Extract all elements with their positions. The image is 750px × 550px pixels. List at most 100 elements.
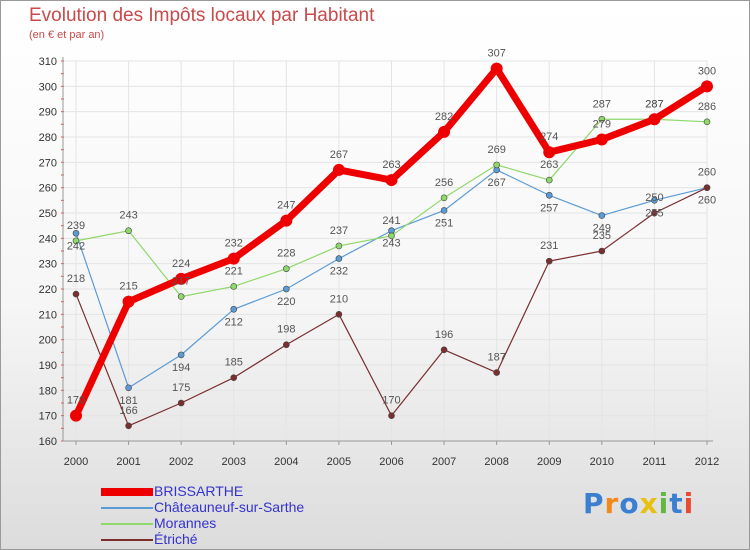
- x-tick-label: 2005: [327, 456, 351, 468]
- legend-swatch: [101, 539, 153, 541]
- x-tick-label: 2007: [432, 456, 456, 468]
- y-tick-label: 200: [39, 335, 57, 347]
- data-label: 237: [330, 225, 348, 237]
- data-label: 255: [645, 207, 663, 219]
- x-tick-label: 2000: [64, 456, 88, 468]
- data-label: 196: [435, 329, 453, 341]
- data-label: 235: [593, 230, 611, 242]
- legend-label: BRISSARTHE: [154, 483, 244, 499]
- data-point: [72, 290, 80, 298]
- data-point: [703, 118, 711, 126]
- y-tick-label: 180: [39, 385, 57, 397]
- data-label: 198: [277, 324, 295, 336]
- data-label: 287: [645, 98, 663, 110]
- data-point: [493, 369, 500, 376]
- data-point: [283, 285, 290, 293]
- data-label: 232: [330, 266, 348, 278]
- data-point: [230, 283, 238, 290]
- legend-swatch: [101, 488, 153, 496]
- data-label: 249: [593, 223, 611, 235]
- chart-title: Evolution des Impôts locaux par Habitant: [29, 5, 375, 26]
- y-tick-label: 260: [39, 183, 57, 195]
- data-point: [598, 115, 606, 123]
- data-label: 307: [487, 48, 505, 60]
- data-point: [651, 197, 658, 204]
- legend-label: Étriché: [154, 531, 198, 547]
- data-label: 194: [172, 362, 190, 374]
- x-tick-label: 2008: [484, 456, 508, 468]
- data-point: [598, 247, 606, 255]
- data-point: [701, 80, 713, 93]
- data-point: [440, 346, 448, 354]
- data-point: [72, 237, 80, 245]
- proxiti-logo: Proxiti: [583, 487, 694, 520]
- data-label: 242: [67, 240, 85, 252]
- data-point: [385, 174, 398, 187]
- data-label: 251: [435, 217, 453, 229]
- data-point: [490, 62, 503, 75]
- data-point: [122, 295, 135, 308]
- data-label: 257: [540, 202, 558, 214]
- y-tick-label: 290: [39, 107, 57, 119]
- logo-letter: P: [583, 487, 605, 520]
- data-label: 267: [487, 177, 505, 189]
- data-label: 187: [487, 352, 505, 364]
- data-point: [388, 412, 395, 419]
- data-label: 256: [435, 177, 453, 189]
- data-point: [175, 272, 188, 285]
- data-label: 175: [172, 382, 190, 394]
- data-point: [125, 384, 132, 392]
- data-point: [648, 113, 661, 126]
- data-point: [545, 176, 553, 184]
- y-tick-label: 280: [39, 132, 57, 144]
- data-label: 300: [698, 65, 716, 77]
- data-label: 218: [67, 273, 85, 285]
- data-label: 243: [382, 238, 400, 250]
- legend-swatch: [101, 507, 153, 509]
- data-label: 166: [119, 405, 137, 417]
- data-label: 215: [119, 281, 137, 293]
- data-label: 210: [330, 293, 348, 305]
- data-label: 232: [225, 238, 243, 250]
- data-label: 212: [225, 316, 243, 328]
- data-point: [177, 399, 185, 407]
- logo-letter: t: [669, 487, 684, 520]
- data-label: 287: [645, 98, 663, 110]
- data-point: [332, 163, 345, 176]
- data-point: [280, 214, 293, 227]
- data-label: 170: [67, 395, 85, 407]
- data-label: 181: [119, 395, 137, 407]
- data-point: [335, 255, 343, 262]
- x-tick-label: 2009: [537, 456, 561, 468]
- data-point: [651, 209, 658, 217]
- data-label: 231: [540, 240, 558, 252]
- data-point: [335, 311, 343, 318]
- data-point: [438, 125, 451, 138]
- data-point: [230, 374, 238, 381]
- x-tick-label: 2011: [643, 456, 667, 468]
- data-point: [440, 207, 448, 214]
- data-point: [177, 293, 185, 300]
- x-tick-label: 2012: [695, 456, 719, 468]
- x-tick-label: 2006: [379, 456, 403, 468]
- data-label: 279: [593, 119, 611, 131]
- data-point: [543, 146, 556, 159]
- data-point: [545, 257, 553, 265]
- logo-letter: i: [683, 487, 695, 520]
- data-label: 243: [119, 210, 137, 222]
- data-label: 286: [698, 101, 716, 113]
- data-label: 282: [435, 111, 453, 123]
- data-point: [230, 305, 238, 313]
- x-tick-label: 2003: [222, 456, 246, 468]
- data-point: [545, 191, 553, 199]
- data-point: [493, 161, 500, 169]
- y-tick-label: 310: [39, 56, 57, 68]
- data-point: [70, 409, 82, 422]
- data-label: 185: [225, 357, 243, 369]
- data-point: [595, 133, 608, 146]
- data-point: [283, 265, 290, 273]
- y-tick-label: 170: [39, 411, 57, 423]
- data-point: [72, 229, 80, 237]
